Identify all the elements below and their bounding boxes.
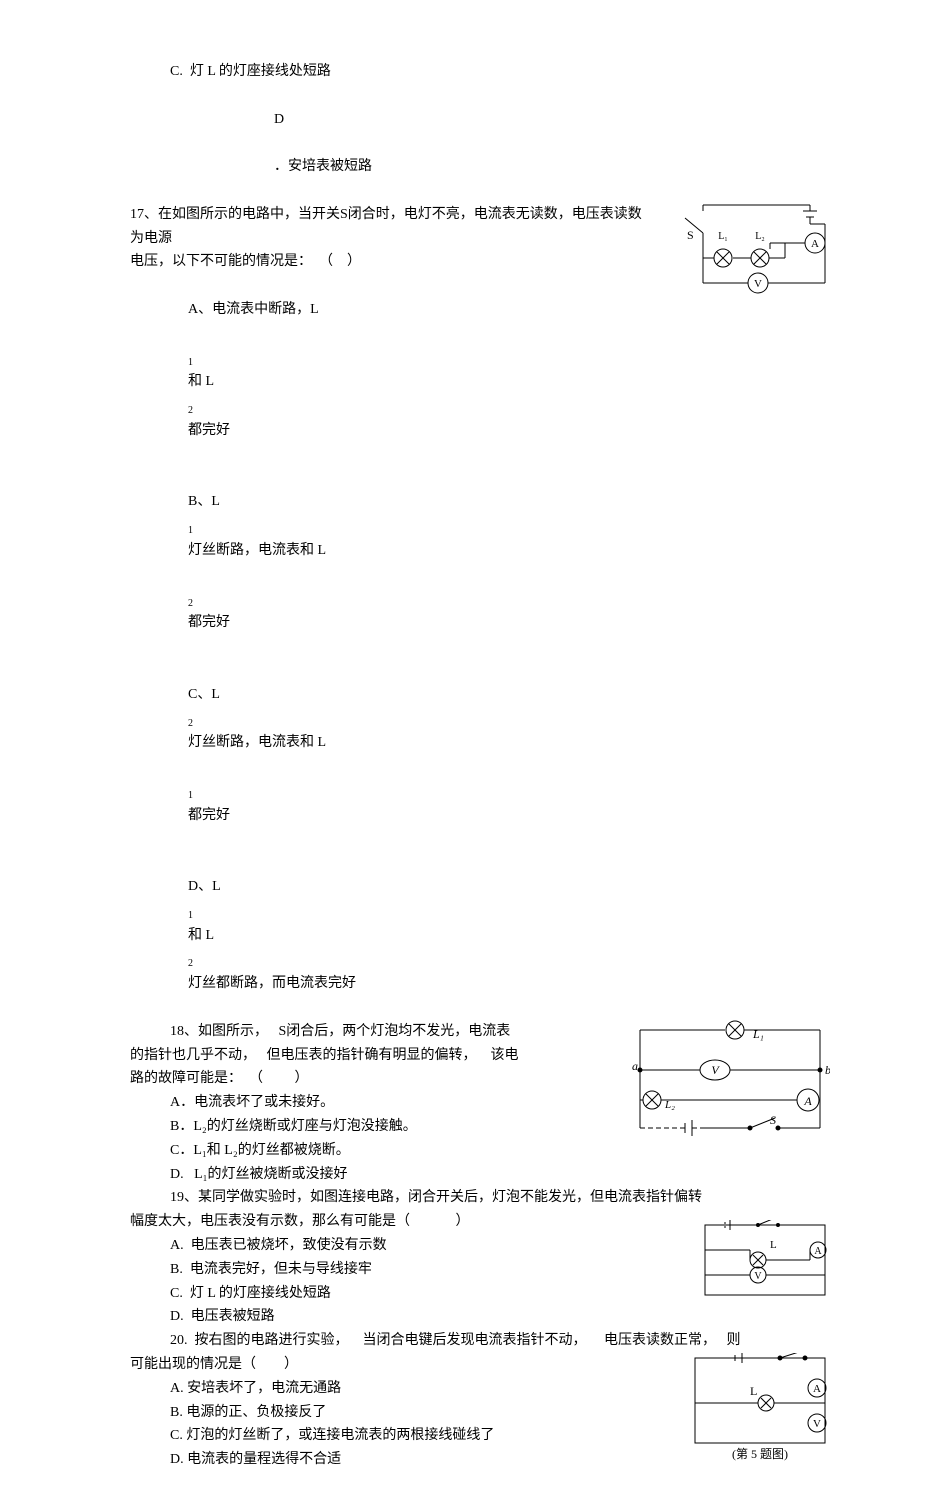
svg-text:L₂: L₂ (755, 231, 765, 242)
q16-optD: D ．安培表被短路 (130, 84, 830, 203)
q18-stem1: 18、如图所示， S闭合后，两个灯泡均不发光，电流表 (130, 1020, 620, 1044)
q20-figure: A L V (690, 1353, 830, 1463)
svg-text:L: L (750, 1384, 757, 1398)
q17-optD-p1: D、L (188, 879, 221, 894)
svg-text:A: A (803, 1094, 812, 1108)
q17-optD-sub2: 2 (188, 958, 193, 969)
q18-block: 18、如图所示， S闭合后，两个灯泡均不发光，电流表 的指针也几乎不动， 但电压… (130, 1020, 830, 1187)
q17-optC-p1: C、L (188, 687, 220, 702)
q17-block: 17、在如图所示的电路中，当开关S闭合时，电灯不亮，电流表无读数，电压表读数为电… (130, 203, 830, 1020)
q18-optC: C．L₁和 L₂的灯丝都被烧断。 (130, 1139, 620, 1163)
q20-optB: B. 电源的正、负极接反了 (130, 1401, 680, 1425)
svg-text:V: V (813, 1418, 821, 1430)
svg-text:V: V (754, 1271, 762, 1282)
q16-optD-label: D (274, 112, 284, 127)
q18-figure: L₁ a b V L₂ (630, 1020, 830, 1140)
svg-text:A: A (813, 1383, 821, 1395)
q17-optA-p1: A、电流表中断路，L (188, 302, 319, 317)
svg-text:S: S (687, 228, 694, 242)
q18-optA: A．电流表坏了或未接好。 (130, 1091, 620, 1115)
q17-optC-sub1: 2 (188, 717, 193, 728)
q17-optD-end: 灯丝都断路，而电流表完好 (188, 976, 356, 991)
q17-optA-mid: 和 L (188, 374, 214, 389)
q20-optD: D. 电流表的量程选得不合适 (130, 1448, 680, 1472)
q17-optB-sub1: 1 (188, 525, 193, 536)
q16-optD-text: ．安培表被短路 (274, 159, 372, 174)
svg-text:(第 5 题图): (第 5 题图) (732, 1447, 788, 1461)
q17-optB-end: 都完好 (188, 615, 230, 630)
q19-optA: A. 电压表已被烧坏，致使没有示数 (130, 1234, 690, 1258)
q20-stem1: 20. 按右图的电路进行实验， 当闭合电键后发现电流表指针不动， 电压表读数正常… (130, 1329, 830, 1353)
q17-optA-end: 都完好 (188, 423, 230, 438)
svg-text:A: A (811, 238, 819, 250)
svg-text:V: V (754, 278, 762, 290)
q17-stem1: 17、在如图所示的电路中，当开关S闭合时，电灯不亮，电流表无读数，电压表读数为电… (130, 203, 645, 251)
q17-figure: A L₂ L₁ S (655, 203, 830, 298)
q20-block: 20. 按右图的电路进行实验， 当闭合电键后发现电流表指针不动， 电压表读数正常… (130, 1329, 830, 1472)
q17-optD-mid: 和 L (188, 928, 214, 943)
q17-optB: B、L 1 灯丝断路，电流表和 L 2 都完好 (130, 467, 645, 659)
svg-text:S: S (770, 1113, 776, 1127)
q19-optC: C. 灯 L 的灯座接线处短路 (130, 1282, 690, 1306)
q17-optC-end: 都完好 (188, 808, 230, 823)
q17-optA: A、电流表中断路，L 1 和 L 2 都完好 (130, 274, 645, 466)
q19-figure: L A (700, 1220, 830, 1300)
q19-block: 19、某同学做实验时，如图连接电路，闭合开关后，灯泡不能发光，但电流表指针偏转 … (130, 1186, 830, 1329)
svg-text:A: A (814, 1246, 822, 1257)
q20-optC: C. 灯泡的灯丝断了，或连接电流表的两根接线碰线了 (130, 1424, 680, 1448)
q19-stem2: 幅度太大，电压表没有示数，那么有可能是（ ） (130, 1210, 690, 1234)
svg-text:L₂: L₂ (664, 1099, 675, 1111)
q18-stem2: 的指针也几乎不动， 但电压表的指针确有明显的偏转， 该电 (130, 1044, 620, 1068)
svg-text:b: b (825, 1063, 830, 1077)
svg-text:L: L (770, 1239, 777, 1251)
svg-text:V: V (711, 1063, 720, 1077)
q17-optB-mid: 灯丝断路，电流表和 L (188, 543, 326, 558)
q20-stem2: 可能出现的情况是（ ） (130, 1353, 680, 1377)
svg-text:a: a (632, 1059, 638, 1073)
q18-optB: B．L₂的灯丝烧断或灯座与灯泡没接触。 (130, 1115, 620, 1139)
q20-optA: A. 安培表坏了，电流无通路 (130, 1377, 680, 1401)
q16-optC: C. 灯 L 的灯座接线处短路 (130, 60, 830, 84)
q17-stem2: 电压，以下不可能的情况是： （ ） (130, 250, 645, 274)
document-page: C. 灯 L 的灯座接线处短路 D ．安培表被短路 17、在如图所示的电路中，当… (0, 0, 950, 1512)
q17-optA-sub1: 1 (188, 356, 193, 367)
q19-optD: D. 电压表被短路 (130, 1305, 690, 1329)
svg-text:L₁: L₁ (752, 1027, 764, 1041)
q18-optD: D. L₁的灯丝被烧断或没接好 (130, 1163, 620, 1187)
q17-optB-p1: B、L (188, 494, 220, 509)
q19-stem1: 19、某同学做实验时，如图连接电路，闭合开关后，灯泡不能发光，但电流表指针偏转 (130, 1186, 830, 1210)
svg-text:L₁: L₁ (718, 231, 728, 242)
q17-optA-sub2: 2 (188, 405, 193, 416)
q17-optD: D、L 1 和 L 2 灯丝都断路，而电流表完好 (130, 851, 645, 1020)
q19-optB: B. 电流表完好，但未与导线接牢 (130, 1258, 690, 1282)
q17-optC-sub2: 1 (188, 790, 193, 801)
q17-optB-sub2: 2 (188, 597, 193, 608)
q17-optD-sub1: 1 (188, 910, 193, 921)
q17-optC-mid: 灯丝断路，电流表和 L (188, 735, 326, 750)
q18-stem3: 路的故障可能是： （ ） (130, 1067, 620, 1091)
q17-optC: C、L 2 灯丝断路，电流表和 L 1 都完好 (130, 659, 645, 851)
